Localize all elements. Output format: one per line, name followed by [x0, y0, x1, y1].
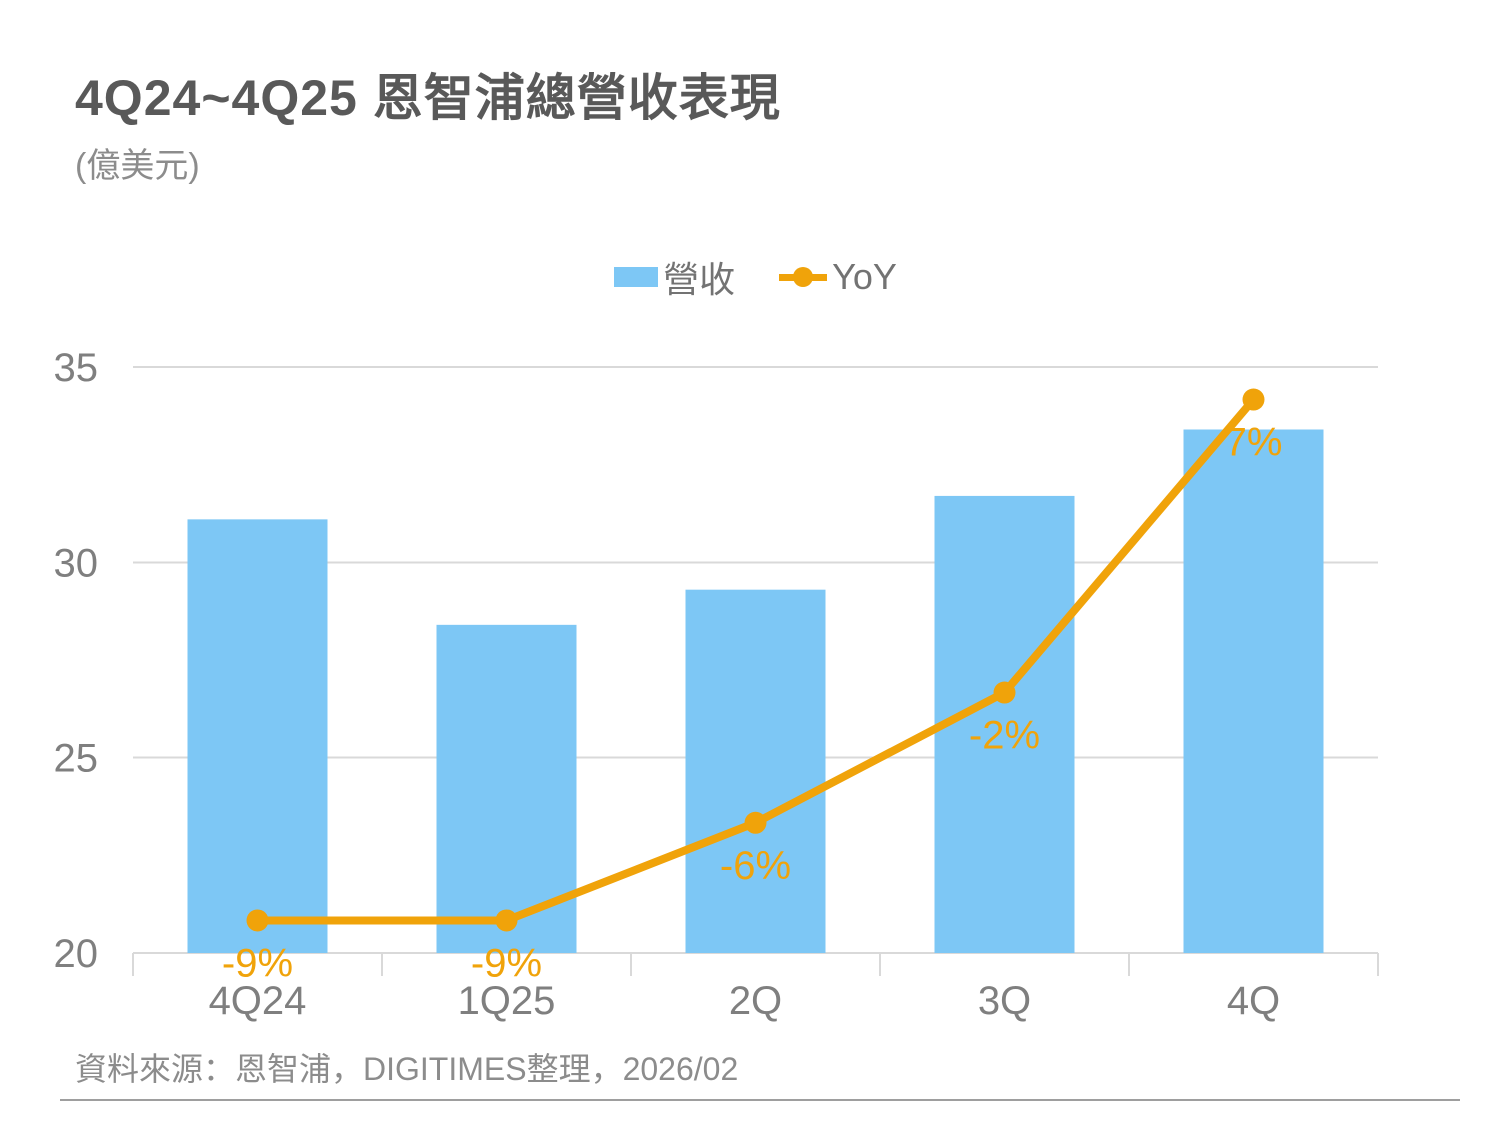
yoy-data-label-4Q: 7%: [1225, 421, 1283, 465]
yoy-line-marker-icon: [779, 266, 828, 288]
axis-unit-label: (億美元): [75, 147, 200, 185]
legend-label-yoy: YoY: [832, 256, 897, 297]
yoy-data-label-2Q: -6%: [720, 844, 791, 888]
revenue-bar-3Q: [934, 495, 1075, 953]
yoy-point-3Q: [993, 681, 1016, 704]
chart-title: 4Q24~4Q25 恩智浦總營收表現: [75, 70, 781, 126]
yoy-point-2Q: [744, 811, 767, 834]
yoy-marker-dot: [793, 267, 814, 287]
x-axis-label-3Q: 3Q: [978, 979, 1031, 1023]
source-note: 資料來源：恩智浦，DIGITIMES整理，2026/02: [75, 1051, 739, 1087]
legend-item-yoy: YoY: [779, 256, 897, 298]
yoy-point-1Q25: [495, 909, 518, 932]
yoy-data-label-1Q25: -9%: [471, 941, 542, 985]
x-axis-label-4Q: 4Q: [1227, 979, 1280, 1023]
revenue-bar-4Q: [1183, 429, 1324, 953]
x-axis-label-2Q: 2Q: [729, 979, 782, 1023]
x-axis-label-1Q25: 1Q25: [458, 979, 556, 1023]
y-axis-label-35: 35: [54, 346, 99, 390]
legend: 營收 YoY: [133, 254, 1378, 300]
x-axis-label-4Q24: 4Q24: [209, 979, 307, 1023]
y-axis-label-30: 30: [54, 541, 99, 585]
yoy-point-4Q: [1242, 388, 1265, 411]
y-axis-label-20: 20: [54, 932, 99, 976]
y-axis-label-25: 25: [54, 737, 99, 781]
yoy-data-label-3Q: -2%: [969, 714, 1040, 758]
revenue-swatch-icon: [614, 267, 659, 287]
bottom-divider: [60, 1099, 1460, 1101]
revenue-bar-4Q24: [187, 519, 328, 953]
legend-label-revenue: 營收: [663, 259, 736, 300]
yoy-point-4Q24: [246, 909, 269, 932]
revenue-bar-2Q: [685, 589, 826, 953]
yoy-data-label-4Q24: -9%: [222, 941, 293, 985]
legend-item-revenue: 營收: [614, 251, 735, 303]
